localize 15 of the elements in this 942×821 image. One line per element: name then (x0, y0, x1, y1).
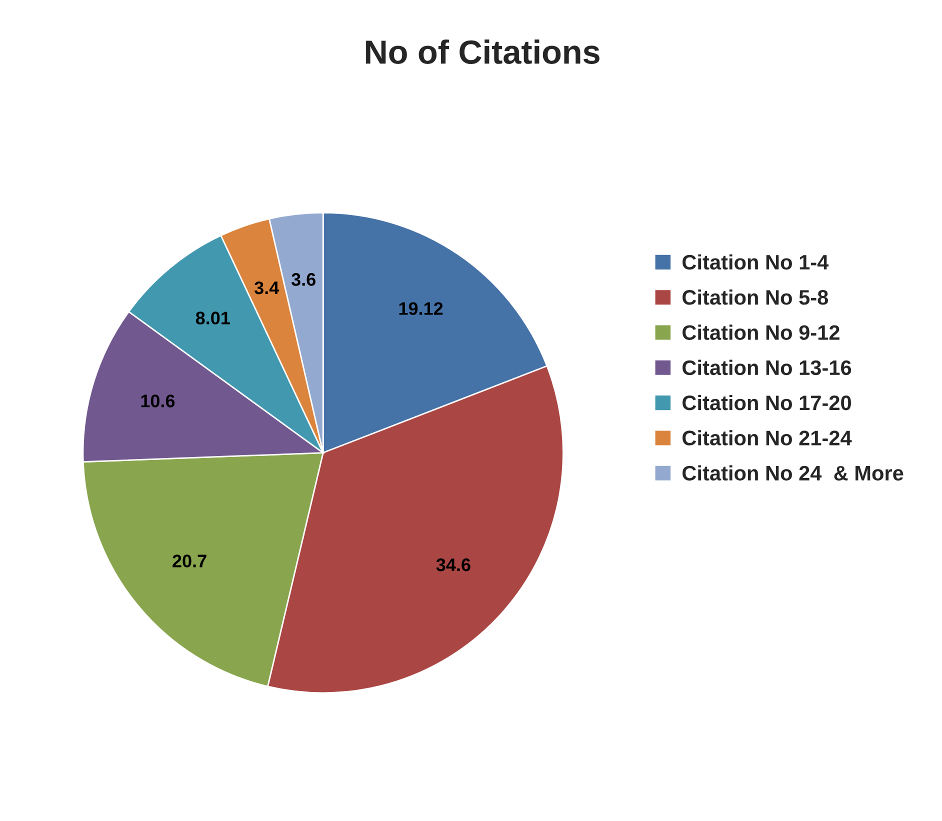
legend-label: Citation No 21-24 (682, 430, 852, 446)
legend-label: Citation No 1-4 (682, 254, 829, 270)
data-label: 10.6 (141, 394, 175, 408)
data-label: 19.12 (399, 302, 443, 315)
legend-label: Citation No 24 & More (682, 465, 904, 481)
legend-label: Citation No 13-16 (682, 360, 852, 376)
legend-label: Citation No 17-20 (682, 394, 851, 410)
data-label: 3.4 (254, 281, 280, 294)
data-label: 8.01 (196, 312, 230, 324)
legend-label: Citation No 5-8 (682, 289, 828, 305)
data-label: 3.6 (291, 273, 316, 286)
data-label: 34.6 (436, 558, 470, 572)
chart-title: No of Citations (366, 39, 600, 64)
legend-label: Citation No 9-12 (682, 324, 840, 340)
data-label: 20.7 (172, 554, 206, 568)
